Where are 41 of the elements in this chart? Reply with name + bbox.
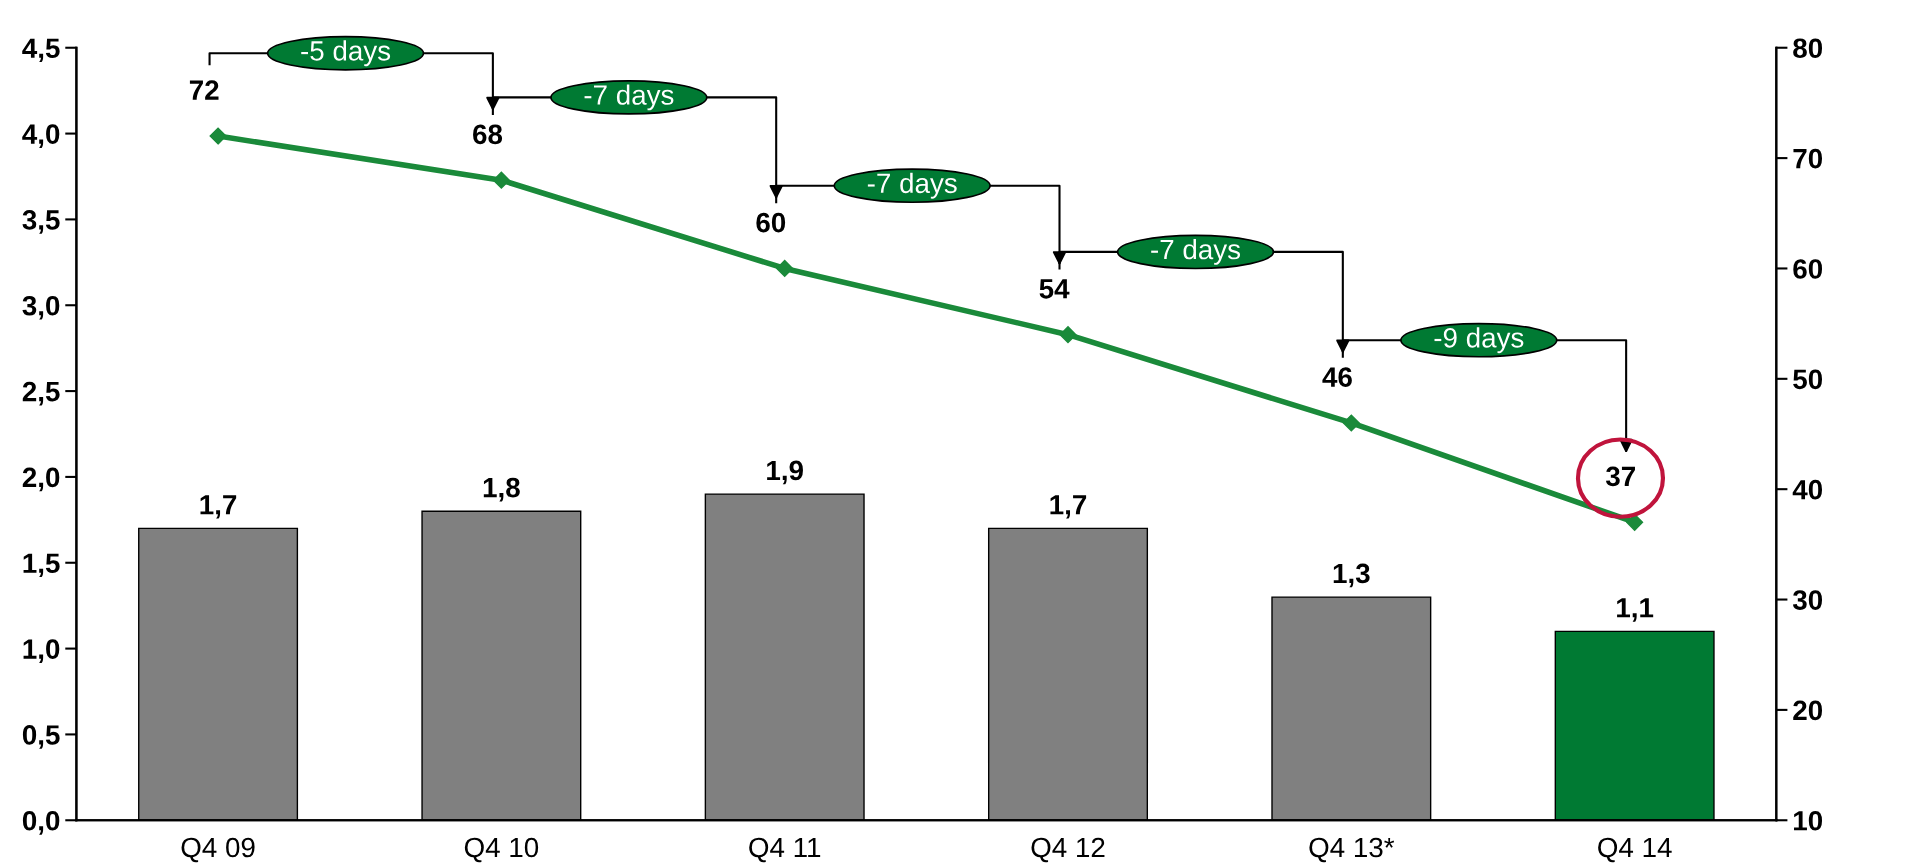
data-label: 1,7 (200, 495, 237, 519)
y-tick-label: 2,0 (22, 467, 60, 492)
annotation: -9 days (1434, 327, 1524, 354)
annotation: -7 days (867, 172, 957, 199)
y-tick-label: 1,0 (23, 639, 60, 663)
x-tick-label: Q4 10 (464, 837, 539, 863)
y2-tick-label: 70 (1793, 148, 1823, 169)
y-tick-label: 3,5 (22, 210, 60, 234)
annotation: -7 days (1151, 238, 1241, 265)
data-label: 1,8 (483, 477, 520, 502)
y-tick-label: 4,5 (22, 38, 60, 63)
y2-tick-label: 60 (1793, 259, 1823, 279)
data-label: 37 (1605, 466, 1635, 487)
y2-tick-label: 20 (1793, 700, 1823, 721)
data-label: 60 (756, 212, 786, 233)
y2-tick-label: 30 (1792, 590, 1823, 610)
y-tick-label: 0,5 (22, 725, 60, 749)
y2-tick-label: 50 (1793, 369, 1823, 390)
data-label: 72 (189, 80, 219, 100)
data-label: 54 (1039, 279, 1070, 299)
data-label: 68 (473, 124, 503, 145)
y2-tick-label: 10 (1794, 810, 1823, 831)
y-tick-label: 2,5 (22, 381, 60, 406)
annotation: -7 days (584, 84, 674, 111)
x-tick-label: Q4 12 (1031, 837, 1105, 863)
annotation: -5 days (301, 40, 391, 67)
x-tick-label: Q4 09 (181, 837, 255, 863)
x-tick-label: Q4 11 (749, 837, 821, 863)
y2-tick-label: 40 (1792, 479, 1823, 500)
x-tick-label: Q4 14 (1598, 837, 1672, 863)
y2-tick-label: 80 (1793, 38, 1823, 59)
data-label: 1,3 (1333, 563, 1370, 588)
data-label: 1,7 (1050, 495, 1087, 519)
y-tick-label: 4,0 (22, 124, 60, 148)
y-tick-label: 1,5 (23, 553, 60, 578)
y-tick-label: 3,0 (22, 295, 60, 320)
data-label: 46 (1322, 367, 1352, 387)
data-label: 1,1 (1617, 598, 1654, 622)
x-tick-label: Q4 13* (1309, 837, 1395, 863)
data-label: 1,9 (767, 460, 803, 485)
y-tick-label: 0,0 (22, 810, 60, 835)
